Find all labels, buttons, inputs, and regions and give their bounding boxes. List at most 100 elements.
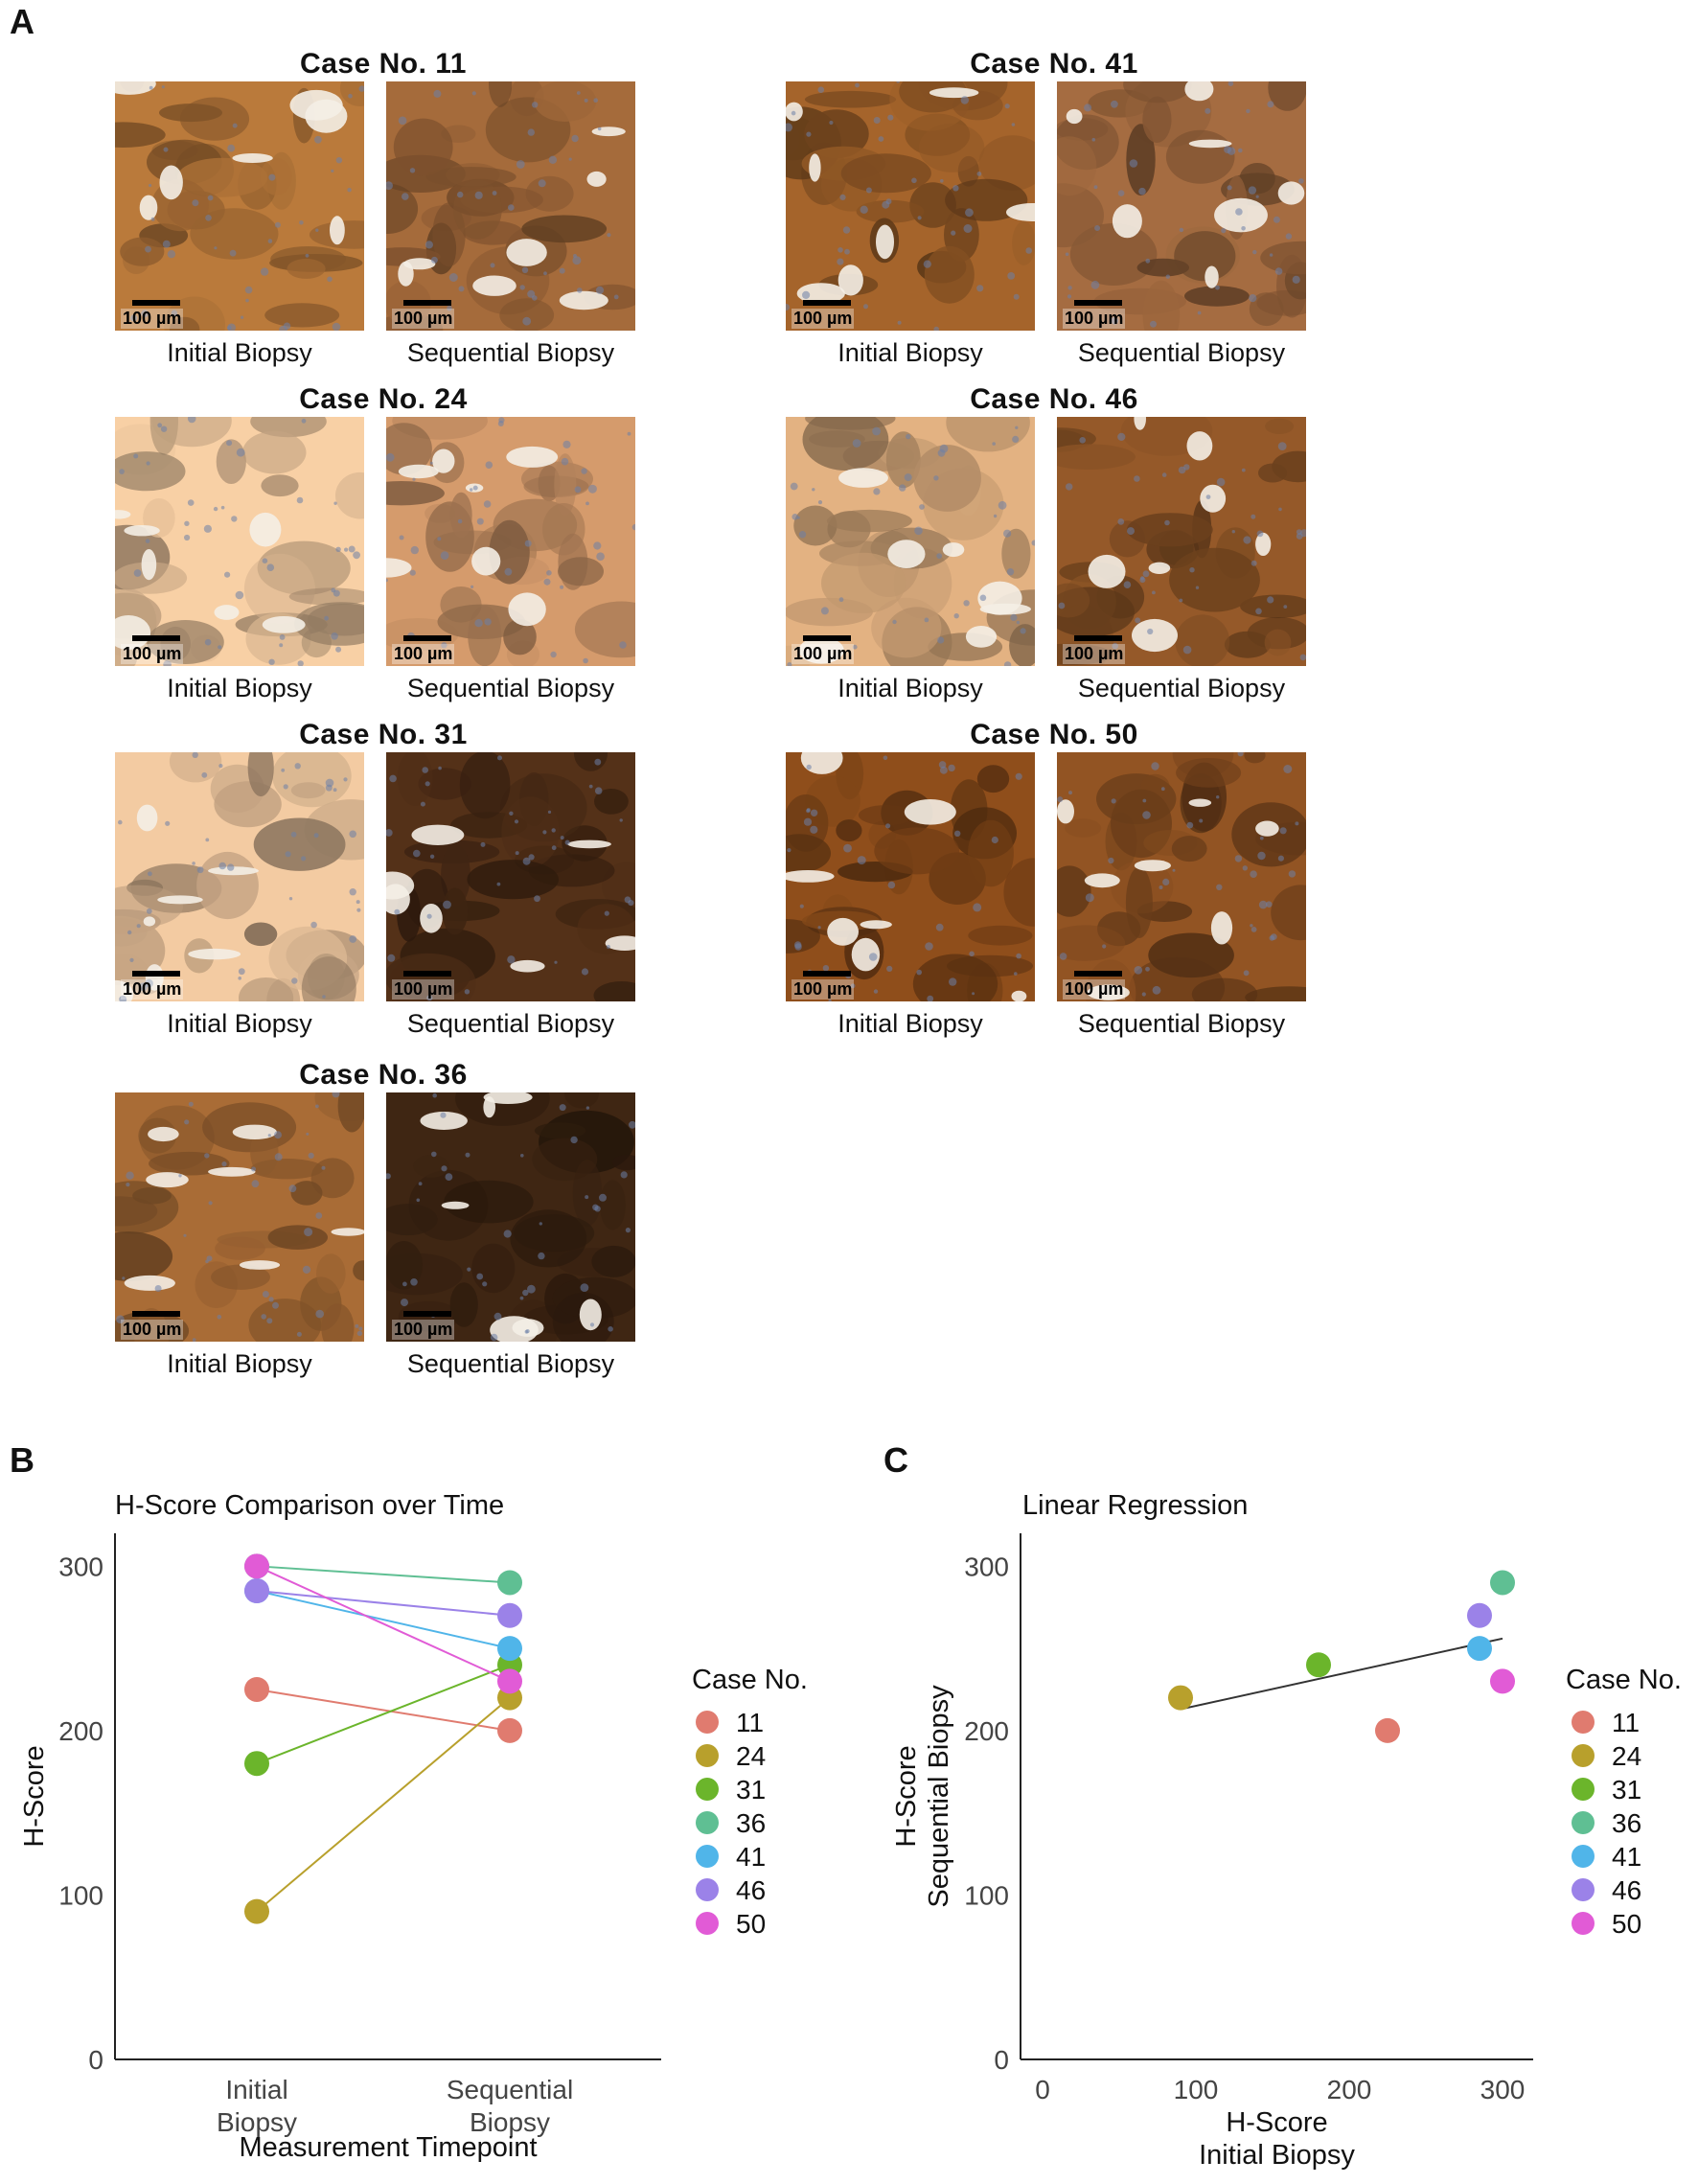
legend-swatch-36 [696,1811,719,1834]
data-point-36 [497,1570,522,1596]
initial-biopsy-caption: Initial Biopsy [167,1349,312,1378]
scale-bar [403,971,451,977]
series-line-46 [256,1590,511,1617]
data-point-36 [1490,1570,1515,1596]
case-block: Case No. 41 100 µm Initial Biopsy 100 µm Seq… [786,48,1322,388]
scale-bar [132,971,180,977]
legend-swatch-11 [696,1711,719,1734]
case-title: Case No. 11 [300,48,467,80]
case-block: Case No. 24 100 µm Initial Biopsy 100 µm Seq… [115,383,652,724]
initial-biopsy-micrograph: 100 µm [115,81,364,331]
legend-label-46: 46 [1612,1875,1641,1905]
initial-biopsy-caption: Initial Biopsy [167,338,312,367]
legend-label-24: 24 [736,1741,766,1771]
legend-swatch-36 [1572,1811,1595,1834]
initial-biopsy-caption: Initial Biopsy [167,674,312,702]
scale-bar-label: 100 µm [792,644,855,664]
legend-swatch-41 [696,1845,719,1868]
scale-bar [132,1311,180,1317]
panel-letter-b: B [10,1440,34,1480]
legend-label-41: 41 [1612,1842,1641,1872]
y-axis-title: H-ScoreSequential Biopsy [891,1685,954,1908]
data-point-41 [1467,1636,1492,1662]
case-block: Case No. 50 100 µm Initial Biopsy 100 µm Seq… [786,719,1322,1059]
sequential-biopsy-micrograph: 100 µm [386,417,635,666]
series-line-31 [256,1664,511,1765]
initial-biopsy-micrograph: 100 µm [115,752,364,1001]
legend-title: Case No. [1566,1665,1682,1695]
y-tick-label: 300 [964,1552,1009,1581]
series-line-24 [256,1696,511,1913]
legend-label-36: 36 [1612,1808,1641,1838]
scale-bar [803,971,851,977]
series-line-36 [256,1565,511,1584]
scale-bar [403,300,451,306]
legend-swatch-24 [696,1744,719,1767]
case-title: Case No. 46 [970,383,1138,415]
data-point-11 [497,1717,522,1743]
panel-letter-c: C [883,1440,908,1480]
scale-bar-label: 100 µm [121,1320,184,1340]
data-point-50 [244,1553,269,1579]
case-block: Case No. 31 100 µm Initial Biopsy 100 µm Seq… [115,719,652,1059]
data-point-11 [1375,1717,1400,1743]
legend-swatch-11 [1572,1711,1595,1734]
legend-label-50: 50 [736,1909,766,1939]
scale-bar-label: 100 µm [392,644,455,664]
case-title: Case No. 36 [299,1059,468,1091]
data-point-24 [1168,1685,1193,1711]
sequential-biopsy-caption: Sequential Biopsy [406,1349,615,1378]
initial-biopsy-caption: Initial Biopsy [838,338,983,367]
initial-biopsy-micrograph: 100 µm [115,1092,364,1342]
sequential-biopsy-caption: Sequential Biopsy [406,338,615,367]
y-axis-title: H-Score [19,1745,50,1847]
scale-bar [1074,300,1122,306]
sequential-biopsy-caption: Sequential Biopsy [1077,674,1286,702]
initial-biopsy-micrograph: 100 µm [786,752,1035,1001]
legend-label-31: 31 [1612,1775,1641,1805]
scale-bar [403,1311,451,1317]
sequential-biopsy-micrograph: 100 µm [386,752,635,1001]
legend-swatch-50 [1572,1912,1595,1935]
sequential-biopsy-caption: Sequential Biopsy [406,1009,615,1038]
y-tick-label: 100 [964,1880,1009,1910]
case-title: Case No. 41 [970,48,1138,80]
scale-bar-label: 100 µm [121,644,184,664]
legend-swatch-46 [1572,1878,1595,1901]
x-tick-label: 0 [1035,2075,1050,2104]
scale-bar-label: 100 µm [392,979,455,1000]
legend-swatch-41 [1572,1845,1595,1868]
y-tick-label: 100 [58,1880,103,1910]
data-point-50 [1490,1668,1515,1694]
data-point-11 [244,1676,269,1702]
data-point-50 [497,1668,522,1694]
legend-label-11: 11 [1612,1708,1640,1737]
scale-bar [1074,635,1122,641]
regression-line [1180,1637,1503,1711]
chart-title: H-Score Comparison over Time [115,1490,504,1521]
x-tick-label: 300 [1480,2075,1526,2104]
sequential-biopsy-micrograph: 100 µm [1057,81,1306,331]
scale-bar-label: 100 µm [1063,309,1126,329]
scale-bar-label: 100 µm [392,1320,455,1340]
data-point-31 [244,1751,269,1777]
initial-biopsy-micrograph: 100 µm [786,81,1035,331]
data-point-24 [244,1898,269,1924]
y-tick-label: 0 [88,2045,103,2075]
series-line-11 [256,1688,511,1732]
legend-label-50: 50 [1612,1909,1641,1939]
x-tick-label: 200 [1327,2075,1372,2104]
y-tick-label: 200 [964,1716,1009,1746]
scale-bar [803,300,851,306]
scale-bar [403,635,451,641]
scale-bar-label: 100 µm [392,309,455,329]
series-line-50 [256,1565,511,1683]
sequential-biopsy-caption: Sequential Biopsy [1077,1009,1286,1038]
scale-bar-label: 100 µm [792,309,855,329]
case-block: Case No. 11 100 µm Initial Biopsy 100 µm Seq… [115,48,652,388]
chart-title: Linear Regression [1022,1490,1248,1521]
initial-biopsy-caption: Initial Biopsy [167,1009,312,1038]
legend-label-41: 41 [736,1842,766,1872]
data-point-41 [497,1636,522,1662]
